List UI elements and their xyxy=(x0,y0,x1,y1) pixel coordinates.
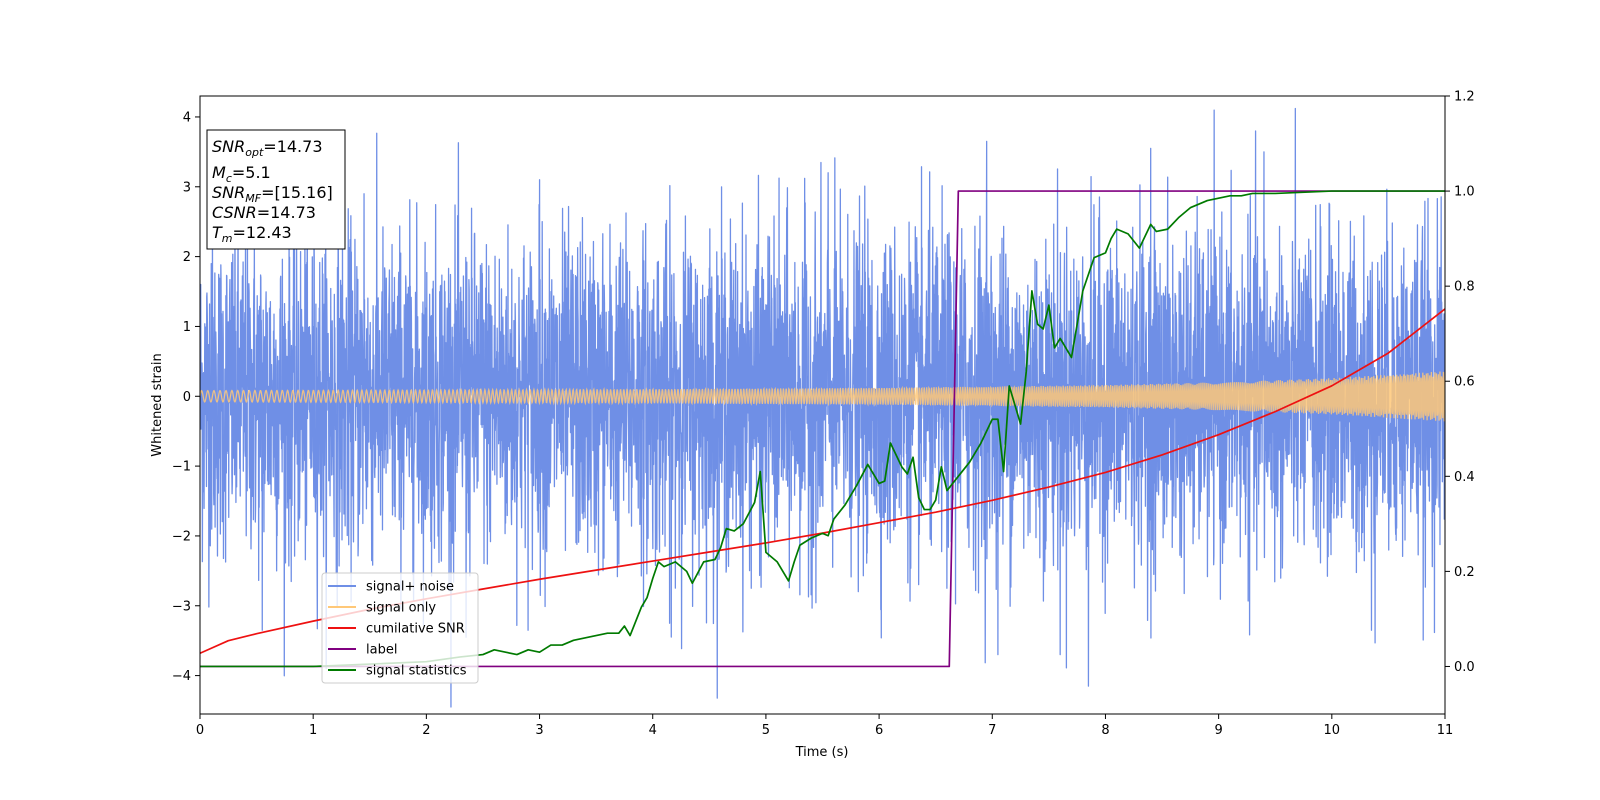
annotation-value: =[15.16] xyxy=(261,183,333,202)
legend-label: cumilative SNR xyxy=(366,622,465,637)
y-tick-label: −1 xyxy=(172,460,191,475)
x-tick-label: 7 xyxy=(988,723,996,738)
x-tick-label: 6 xyxy=(875,723,883,738)
series-signal-statistics xyxy=(200,190,1445,668)
x-tick-label: 10 xyxy=(1324,723,1341,738)
annotation-line: SNRopt=14.73 xyxy=(212,137,323,159)
annotation-symbol: SNR xyxy=(212,183,245,202)
annotation-value: =12.43 xyxy=(233,223,292,242)
y2-tick-label: 0.2 xyxy=(1454,565,1475,580)
x-axis-ticks: 0 1 2 3 4 5 6 7 8 9 10 11 xyxy=(196,714,1453,738)
y2-tick-label: 0.4 xyxy=(1454,470,1475,485)
y2-tick-label: 1.2 xyxy=(1454,90,1475,105)
x-tick-label: 4 xyxy=(649,723,657,738)
annotation-subscript: c xyxy=(226,172,232,185)
x-tick-label: 3 xyxy=(535,723,543,738)
y-tick-label: 3 xyxy=(183,180,191,195)
y-tick-label: 0 xyxy=(183,390,191,405)
x-axis-label: Time (s) xyxy=(795,745,849,760)
annotation-line: Tm=12.43 xyxy=(212,223,292,245)
annotation-line: Mc=5.1 xyxy=(212,163,271,185)
x-tick-label: 8 xyxy=(1101,723,1109,738)
y-tick-label: −2 xyxy=(172,529,191,544)
y-tick-label: 4 xyxy=(183,110,191,125)
y2-axis-ticks: 0.0 0.2 0.4 0.6 0.8 1.0 1.2 xyxy=(1445,90,1475,675)
series-label xyxy=(200,190,1445,668)
x-tick-label: 9 xyxy=(1214,723,1222,738)
annotation-box: SNRopt=14.73Mc=5.1SNRMF=[15.16]CSNR=14.7… xyxy=(206,129,346,250)
annotation-symbol: T xyxy=(212,223,223,242)
annotation-value: =5.1 xyxy=(232,163,271,182)
annotation-subscript: opt xyxy=(245,146,264,159)
y2-tick-label: 0.6 xyxy=(1454,375,1475,390)
annotation-line: SNRMF=[15.16] xyxy=(212,183,333,205)
annotation-symbol: M xyxy=(212,163,226,182)
annotation-subscript: MF xyxy=(245,192,261,205)
legend: signal+ noise signal only cumilative SNR la… xyxy=(321,572,479,684)
y-tick-label: −4 xyxy=(172,669,191,684)
y2-tick-label: 0.0 xyxy=(1454,660,1475,675)
x-tick-label: 1 xyxy=(309,723,317,738)
y-axis-label: Whitened strain xyxy=(150,353,165,456)
y-tick-label: −3 xyxy=(172,599,191,614)
legend-label: signal only xyxy=(366,601,436,616)
legend-frame xyxy=(321,572,479,684)
legend-items: signal+ noise signal only cumilative SNR la… xyxy=(328,580,467,679)
annotation-frame xyxy=(206,129,346,250)
legend-label: label xyxy=(366,643,397,658)
y2-tick-label: 1.0 xyxy=(1454,185,1475,200)
x-tick-label: 2 xyxy=(422,723,430,738)
y-tick-label: 1 xyxy=(183,320,191,335)
legend-label: signal statistics xyxy=(366,664,467,679)
x-tick-label: 11 xyxy=(1437,723,1454,738)
annotation-value: =14.73 xyxy=(257,203,316,222)
x-tick-label: 0 xyxy=(196,723,204,738)
y2-tick-label: 0.8 xyxy=(1454,280,1475,295)
annotation-symbol: CSNR xyxy=(212,203,257,222)
series-signal-only xyxy=(200,371,1445,422)
y-axis-ticks: −4 −3 −2 −1 0 1 2 3 4 xyxy=(172,110,200,684)
plot-frame xyxy=(199,95,1446,715)
annotation-symbol: SNR xyxy=(212,137,245,156)
y-tick-label: 2 xyxy=(183,250,191,265)
annotation-value: =14.73 xyxy=(263,137,322,156)
annotation-lines: SNRopt=14.73Mc=5.1SNRMF=[15.16]CSNR=14.7… xyxy=(212,137,333,245)
legend-label: signal+ noise xyxy=(366,580,454,595)
x-tick-label: 5 xyxy=(762,723,770,738)
annotation-line: CSNR=14.73 xyxy=(212,203,316,222)
annotation-subscript: m xyxy=(222,232,233,245)
